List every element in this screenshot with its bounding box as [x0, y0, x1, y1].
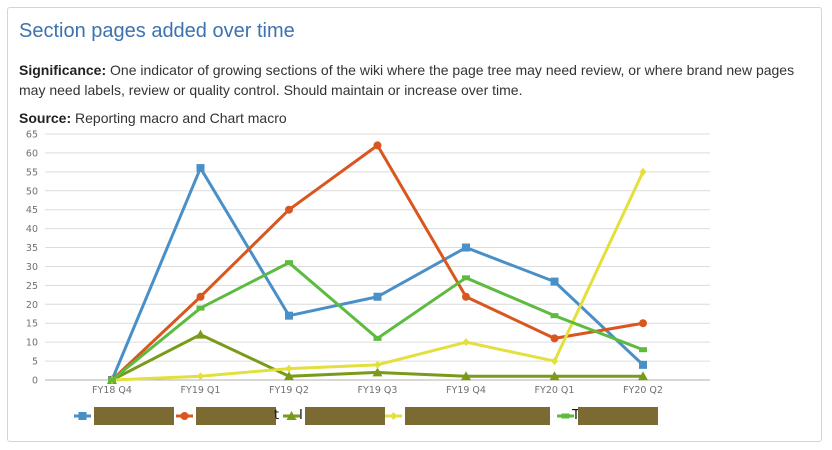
triangle-marker-icon: [461, 371, 471, 381]
triangle-marker-icon: [286, 411, 297, 420]
diamond-marker-icon: [374, 360, 381, 369]
legend-label-redacted: [305, 407, 385, 425]
dash-marker-icon: [108, 377, 116, 383]
series-line-2: [108, 141, 647, 384]
y-tick-label: 0: [32, 376, 38, 387]
y-tick-label: 15: [26, 319, 38, 330]
x-tick-label: FY19 Q2: [269, 385, 309, 396]
legend-label-redacted: [405, 407, 550, 425]
square-marker-icon: [78, 412, 87, 420]
triangle-marker-icon: [638, 371, 648, 381]
circle-marker-icon: [639, 319, 647, 328]
y-tick-label: 10: [26, 338, 38, 349]
x-axis: FY18 Q4 FY19 Q1 FY19 Q2 FY19 Q3 FY19 Q4 FY20 …: [92, 385, 663, 396]
circle-marker-icon: [462, 292, 470, 301]
diamond-marker-icon: [639, 167, 647, 176]
series-line-1: [108, 164, 647, 384]
triangle-marker-icon: [549, 371, 560, 381]
y-tick-label: 40: [26, 224, 38, 235]
y-tick-label: 30: [26, 262, 38, 273]
y-tick-label: 20: [26, 300, 38, 311]
legend-swatch-icon: [385, 412, 402, 420]
square-marker-icon: [196, 164, 205, 173]
legend-label-fragment: I: [299, 408, 303, 423]
dash-marker-icon: [285, 260, 293, 266]
section-title: Section pages added over time: [19, 20, 295, 42]
x-tick-label: FY18 Q4: [92, 385, 132, 396]
diamond-marker-icon: [462, 338, 470, 347]
square-marker-icon: [462, 243, 470, 252]
series-path: [111, 171, 645, 382]
square-marker-icon: [285, 311, 293, 320]
square-marker-icon: [550, 277, 559, 286]
dash-marker-icon: [550, 313, 559, 319]
diamond-marker-icon: [197, 372, 204, 381]
x-tick-label: FY19 Q3: [358, 385, 398, 396]
y-tick-label: 50: [26, 186, 38, 197]
series-path: [110, 166, 645, 381]
circle-marker-icon: [196, 292, 205, 301]
dash-marker-icon: [196, 305, 205, 311]
series-line-5: [108, 260, 647, 383]
significance-text: One indicator of growing sections of the…: [19, 62, 795, 98]
square-marker-icon: [639, 360, 647, 369]
chart-series: [107, 141, 648, 384]
dash-marker-icon: [639, 347, 647, 353]
legend-label-fragment: t: [274, 408, 280, 423]
circle-marker-icon: [550, 334, 559, 343]
legend-swatch-icon: [176, 412, 193, 420]
diamond-marker-icon: [551, 357, 558, 366]
report-panel: [7, 7, 822, 442]
y-tick-label: 55: [26, 167, 38, 178]
legend-label-fragment: T: [572, 408, 580, 423]
x-tick-label: FY20 Q1: [535, 385, 575, 396]
circle-marker-icon: [285, 205, 293, 214]
triangle-marker-icon: [284, 371, 294, 381]
y-tick-label: 25: [26, 281, 38, 292]
circle-marker-icon: [180, 412, 189, 420]
y-tick-label: 65: [26, 130, 38, 141]
dash-marker-icon: [373, 335, 382, 341]
y-tick-label: 35: [26, 243, 38, 254]
x-tick-label: FY20 Q2: [623, 385, 663, 396]
legend-swatch-icon: [74, 412, 91, 420]
diamond-marker-icon: [390, 412, 397, 420]
dash-marker-icon: [561, 413, 570, 419]
chart-gridlines: [45, 133, 710, 381]
square-marker-icon: [373, 292, 382, 301]
x-tick-label: FY19 Q1: [181, 385, 221, 396]
significance-paragraph: Significance: One indicator of growing s…: [19, 60, 809, 100]
legend-swatch-icon: [283, 411, 300, 420]
source-label: Source:: [19, 110, 72, 126]
source-text: Reporting macro and Chart macro: [71, 110, 287, 126]
diamond-marker-icon: [285, 364, 293, 373]
legend-swatch-icon: [557, 413, 574, 419]
y-tick-label: 5: [32, 357, 38, 368]
legend-label-redacted: [196, 407, 276, 425]
triangle-marker-icon: [372, 367, 383, 377]
y-tick-label: 45: [26, 205, 38, 216]
series-line-4: [108, 167, 647, 384]
significance-label: Significance:: [19, 62, 107, 78]
y-tick-label: 60: [26, 148, 38, 159]
y-axis: 0 5 10 15 20 25 30 35 40 45 50 55 60 65: [26, 130, 38, 387]
x-tick-label: FY19 Q4: [446, 385, 486, 396]
circle-marker-icon: [373, 141, 382, 150]
legend-label-redacted: [94, 407, 174, 425]
legend-label-redacted: [578, 407, 658, 425]
source-line: Source: Reporting macro and Chart macro: [19, 109, 287, 127]
triangle-marker-icon: [195, 329, 206, 339]
dash-marker-icon: [462, 275, 470, 281]
